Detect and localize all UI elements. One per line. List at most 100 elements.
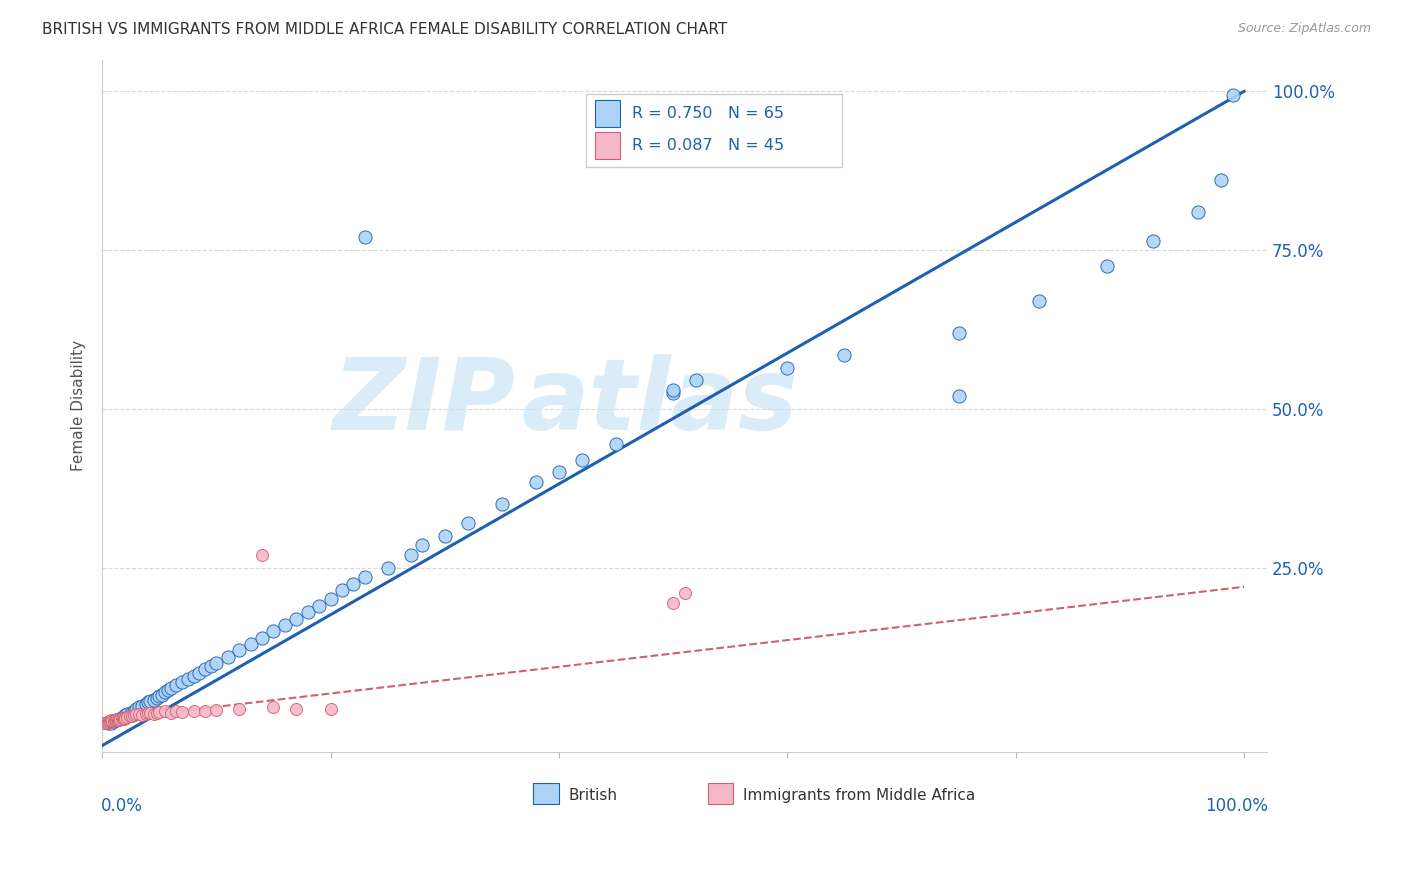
Point xyxy=(104,713,127,727)
Point xyxy=(122,704,145,718)
Point xyxy=(524,475,547,489)
Point xyxy=(118,709,141,723)
Point xyxy=(114,708,136,723)
Point xyxy=(117,706,139,721)
Point xyxy=(188,665,211,680)
Point xyxy=(662,596,685,610)
Point xyxy=(157,682,180,697)
Point xyxy=(96,715,118,730)
Point xyxy=(159,681,181,696)
Point xyxy=(139,694,162,708)
Point xyxy=(228,702,250,716)
Point xyxy=(948,389,970,403)
Point xyxy=(433,529,456,543)
Point xyxy=(153,684,176,698)
Text: R = 0.087   N = 45: R = 0.087 N = 45 xyxy=(633,138,785,153)
Point xyxy=(205,703,228,717)
Point xyxy=(117,710,139,724)
Point xyxy=(108,713,131,727)
Point xyxy=(399,548,422,562)
Text: Immigrants from Middle Africa: Immigrants from Middle Africa xyxy=(742,788,974,803)
FancyBboxPatch shape xyxy=(595,101,620,127)
Point xyxy=(146,706,169,720)
Point xyxy=(142,693,165,707)
Point xyxy=(135,706,157,721)
Text: 100.0%: 100.0% xyxy=(1205,797,1268,815)
Point xyxy=(274,618,297,632)
Point xyxy=(148,689,170,703)
Point xyxy=(1211,173,1233,187)
Point xyxy=(120,706,142,720)
Point xyxy=(128,700,150,714)
Text: atlas: atlas xyxy=(522,354,799,450)
Point xyxy=(125,702,148,716)
Point xyxy=(948,326,970,340)
Point xyxy=(548,466,571,480)
Point xyxy=(104,713,127,727)
Point xyxy=(319,592,342,607)
Point xyxy=(177,672,200,686)
Point xyxy=(1222,87,1244,102)
Point xyxy=(353,230,375,244)
Point xyxy=(139,706,162,720)
Point xyxy=(200,659,222,673)
Point xyxy=(111,711,134,725)
Point xyxy=(135,698,157,712)
Point xyxy=(114,711,136,725)
Y-axis label: Female Disability: Female Disability xyxy=(72,340,86,471)
Point xyxy=(97,714,120,729)
Point xyxy=(108,712,131,726)
Point xyxy=(377,560,399,574)
Point xyxy=(150,688,173,702)
Point xyxy=(136,695,159,709)
Point xyxy=(148,705,170,719)
Point xyxy=(285,611,308,625)
Point xyxy=(1095,259,1118,273)
Point xyxy=(319,702,342,716)
Text: R = 0.750   N = 65: R = 0.750 N = 65 xyxy=(633,106,785,121)
Point xyxy=(98,714,121,728)
Point xyxy=(98,714,121,729)
Point xyxy=(1028,293,1050,308)
Point xyxy=(122,708,145,723)
Point xyxy=(250,548,273,562)
Point xyxy=(183,704,205,718)
Point xyxy=(111,711,134,725)
Point xyxy=(776,360,799,375)
Point xyxy=(263,624,285,639)
FancyBboxPatch shape xyxy=(707,783,734,804)
Point xyxy=(297,605,319,619)
Point xyxy=(128,706,150,721)
Point xyxy=(165,704,187,718)
Point xyxy=(834,348,856,362)
Point xyxy=(250,631,273,645)
Point xyxy=(105,712,128,726)
Point xyxy=(153,704,176,718)
Point xyxy=(131,708,153,723)
Text: 0.0%: 0.0% xyxy=(101,797,143,815)
Point xyxy=(183,669,205,683)
Point xyxy=(353,570,375,584)
Point xyxy=(205,656,228,670)
Point xyxy=(194,704,217,718)
Point xyxy=(165,678,187,692)
Point xyxy=(605,437,627,451)
Point xyxy=(103,714,125,728)
Point xyxy=(100,713,122,727)
Point xyxy=(457,516,479,531)
Point xyxy=(172,705,194,719)
Point xyxy=(1187,205,1209,219)
Point xyxy=(308,599,330,613)
Point xyxy=(159,706,181,720)
Point xyxy=(239,637,262,651)
Point xyxy=(100,715,122,730)
Point xyxy=(131,699,153,714)
Point xyxy=(685,373,707,387)
Point xyxy=(491,497,513,511)
Point xyxy=(146,690,169,705)
Point xyxy=(1142,234,1164,248)
Point xyxy=(263,700,285,714)
Point xyxy=(112,712,135,726)
Point xyxy=(111,710,134,724)
Point xyxy=(662,386,685,401)
